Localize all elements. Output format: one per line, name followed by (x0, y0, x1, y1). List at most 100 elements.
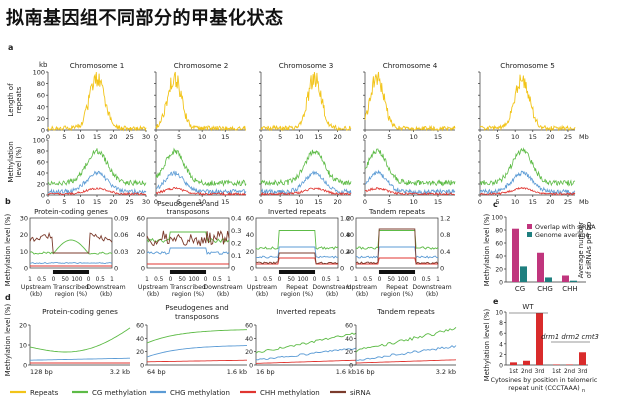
repeats-trace-chr2 (155, 71, 247, 132)
panel-d-xright: 1.6 kb (336, 368, 356, 376)
panel-b-xtick: 50 (387, 277, 395, 283)
panel-d-title-3: Inverted repeats (276, 307, 336, 316)
chromosome-5-title: Chromosome 5 (500, 61, 555, 70)
panel-b-title-4: Tandem repeats (368, 208, 425, 216)
panel-b-frame (355, 217, 439, 269)
panel-c-ytick-label: 20 (495, 267, 503, 274)
panel-d-xright: 1.6 kb (227, 368, 247, 376)
panel-b-xtick: 0 (204, 277, 208, 283)
panel-d-ytick-label: 20 (345, 349, 353, 356)
panel-e-caption-line2: repeat unit (CCCTAAA) (508, 385, 579, 392)
panel-c-ytick-label: 80 (495, 228, 503, 235)
legend-label-2: CHG methylation (170, 389, 230, 397)
x-tick-label: 0 (46, 133, 50, 141)
bar-CHH-sirna (562, 275, 569, 282)
bar-telomere-wt-3rd (536, 313, 543, 365)
panel-e-xtick-label: 1st (552, 369, 562, 375)
panel-c-ytick-label: 100 (492, 215, 504, 222)
repeats-trace-chr5 (479, 74, 576, 132)
panel-e-wt-label: WT (522, 303, 534, 311)
x-tick-label: 5 (278, 198, 282, 206)
panel-b-y2tick: 0 (231, 265, 235, 273)
x-tick-label: 10 (410, 198, 418, 206)
panel-b-xtick: 100 (397, 277, 408, 283)
figure-title: 拟南基因组不同部分的甲基化状态 (6, 8, 284, 29)
x-tick-label: 0 (154, 133, 158, 141)
panel-b-xtick: 0 (313, 277, 317, 283)
panel-b-title-1: Protein-coding genes (34, 208, 108, 216)
panel-d-chh (255, 359, 357, 364)
panel-b-xtick: 100 (188, 277, 199, 283)
x-tick-label: 0 (259, 198, 263, 206)
panel-b-region-bar (378, 270, 416, 274)
chh-trace-chr3 (260, 187, 352, 196)
x-tick-label: 0 (363, 198, 367, 206)
chh-trace-chr5 (480, 186, 576, 196)
panel-d-title-2: transposons (175, 312, 219, 321)
panel-a-kb-label: kb (39, 61, 48, 69)
panel-c-legend-average: Genome average (535, 232, 590, 239)
panel-c-category-label: CHG (537, 285, 553, 293)
panel-e-ytick-label: 6 (499, 331, 503, 338)
panel-b-xlabel: Upstream (247, 284, 277, 291)
panel-b-xlabel: Downstream (86, 284, 125, 291)
bar-CHH-average (570, 280, 577, 282)
panel-b-xtick: 0.5 (322, 277, 332, 283)
panel-d-ytick-label: 20 (136, 349, 144, 356)
panel-e-ytick-label: 2 (499, 352, 503, 359)
panel-b-ytick: 60 (246, 215, 254, 223)
panel-b-xtick: 0 (52, 277, 56, 283)
y-tick-label: 60 (37, 92, 45, 100)
panel-b-y2tick: 0.3 (231, 227, 241, 235)
panel-b-y2tick: 0.8 (340, 231, 350, 239)
x-tick-label: 0 (478, 133, 482, 141)
panel-b-xlabel: (kb) (326, 291, 338, 298)
panel-b-y2tick: 0.09 (114, 215, 128, 223)
panel-e-caption-line1: Cytosines by position in telomeric (491, 377, 598, 384)
panel-c-ylabel: Methylation level (%) (483, 213, 491, 286)
panel-b-y2tick: 1.2 (440, 215, 450, 223)
bar-telomere-mutant-2nd (566, 364, 573, 365)
panel-b-xtick: 1 (354, 277, 358, 283)
panel-b-ytick: 40 (246, 231, 254, 239)
panel-d-ytick-label: 0 (249, 363, 253, 370)
panel-b-ytick: 20 (20, 231, 28, 239)
panel-b-xtick: 50 (61, 277, 69, 283)
panel-b-xlabel: (kb) (356, 291, 368, 298)
panel-b-chh (256, 257, 338, 265)
x-tick-label: 10 (77, 133, 85, 141)
panel-d-chh (147, 359, 247, 363)
panel-e-caption-subscript: n (582, 388, 585, 394)
panel-b-xtick: 50 (287, 277, 295, 283)
chg-trace-chr2 (155, 170, 247, 196)
panel-d-letter: d (5, 293, 11, 302)
panel-d-title-1: Protein-coding genes (42, 307, 118, 316)
panel-d-ylabel: Methylation level (%) (4, 303, 12, 376)
panel-b-xtick: 0 (378, 277, 382, 283)
legend-swatch-average (527, 232, 532, 237)
x-tick-label: 10 (511, 133, 519, 141)
panel-b-xlabel: Downstream (203, 284, 242, 291)
panel-b-chg (146, 247, 230, 255)
panel-b-y2tick: 0 (440, 265, 444, 273)
legend-label-3: CHH methylation (260, 389, 320, 397)
x-tick-label: 20 (109, 198, 117, 206)
x-tick-label: 10 (410, 133, 418, 141)
chh-trace-chr4 (364, 187, 456, 196)
panel-b-ytick: 20 (137, 248, 145, 256)
panel-c-legend-sirna: Overlap with siRNA (535, 224, 596, 231)
panel-b-xlabel: Downstream (412, 284, 451, 291)
panel-d-title-4: Tandem repeats (376, 307, 435, 316)
panel-b-xlabel: (kb) (100, 291, 112, 298)
panel-b-xlabel: (kb) (217, 291, 229, 298)
x-tick-label: 5 (62, 133, 66, 141)
panel-b-ytick: 60 (137, 215, 145, 223)
panel-b-chg (355, 246, 439, 259)
panel-b-y2tick: 0 (340, 265, 344, 273)
panel-d-xleft: 64 bp (147, 368, 166, 376)
panel-b-xtick: 1 (110, 277, 114, 283)
panel-d-ytick-label: 20 (19, 323, 27, 330)
panel-b-region-bar (52, 270, 90, 274)
panel-b-y2tick: 0 (114, 265, 118, 273)
bar-CG-average (520, 266, 527, 282)
